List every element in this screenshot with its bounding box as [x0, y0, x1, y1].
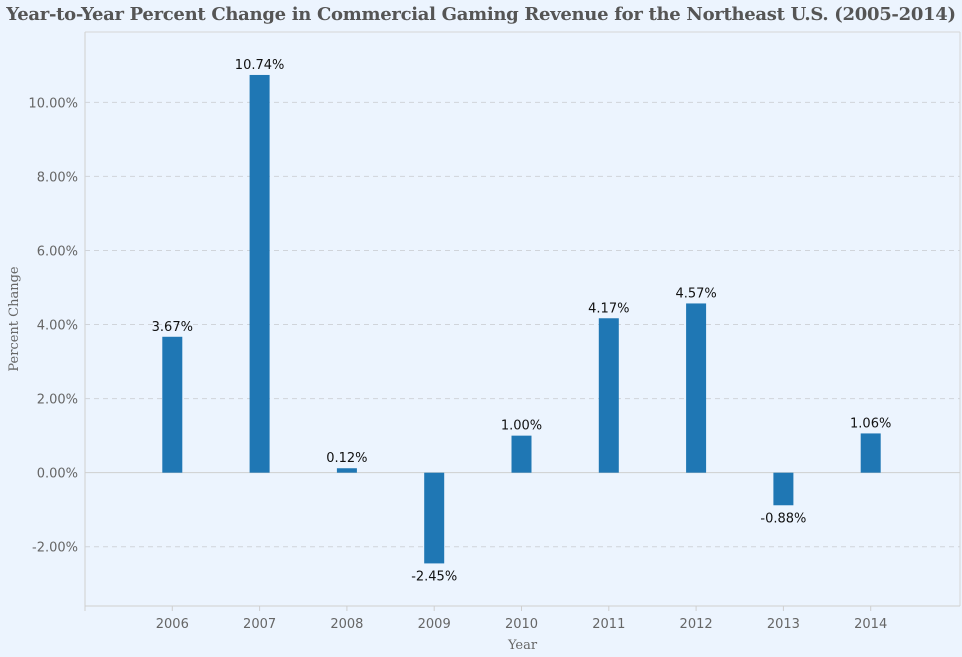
y-tick-label: -2.00%: [32, 541, 78, 556]
x-tick-label: 2007: [243, 617, 276, 632]
x-tick-label: 2009: [418, 617, 451, 632]
y-tick-label: 10.00%: [28, 96, 78, 111]
data-label: 1.00%: [501, 419, 542, 434]
data-label: 3.67%: [152, 320, 193, 335]
data-label: -0.88%: [760, 511, 806, 526]
x-axis-title: Year: [507, 638, 538, 653]
y-axis-title: Percent Change: [7, 266, 22, 372]
bar-2009: [424, 472, 445, 564]
y-tick-label: 6.00%: [37, 244, 78, 259]
data-label: 4.57%: [675, 286, 716, 301]
x-tick-label: 2013: [767, 617, 800, 632]
bar-2011: [598, 318, 619, 473]
bar-2007: [249, 74, 270, 473]
data-label: 4.17%: [588, 301, 629, 316]
x-tick-label: 2008: [330, 617, 363, 632]
data-label: -2.45%: [411, 569, 457, 584]
bar-2012: [686, 303, 707, 473]
y-tick-label: 4.00%: [37, 319, 78, 334]
bar-2014: [860, 433, 881, 473]
x-tick-label: 2006: [156, 617, 189, 632]
x-tick-label: 2010: [505, 617, 538, 632]
data-label: 10.74%: [235, 58, 285, 73]
bar-2006: [162, 336, 183, 473]
y-tick-label: 8.00%: [37, 170, 78, 185]
bar-2013: [773, 472, 794, 506]
x-tick-label: 2011: [592, 617, 625, 632]
y-tick-label: 0.00%: [37, 467, 78, 482]
x-tick-label: 2014: [854, 617, 887, 632]
data-label: 0.12%: [326, 451, 367, 466]
chart-title: Year-to-Year Percent Change in Commercia…: [6, 4, 956, 25]
bar-2010: [511, 435, 532, 473]
bar-2008: [336, 468, 357, 473]
y-tick-label: 2.00%: [37, 393, 78, 408]
x-tick-label: 2012: [680, 617, 713, 632]
data-label: 1.06%: [850, 416, 891, 431]
